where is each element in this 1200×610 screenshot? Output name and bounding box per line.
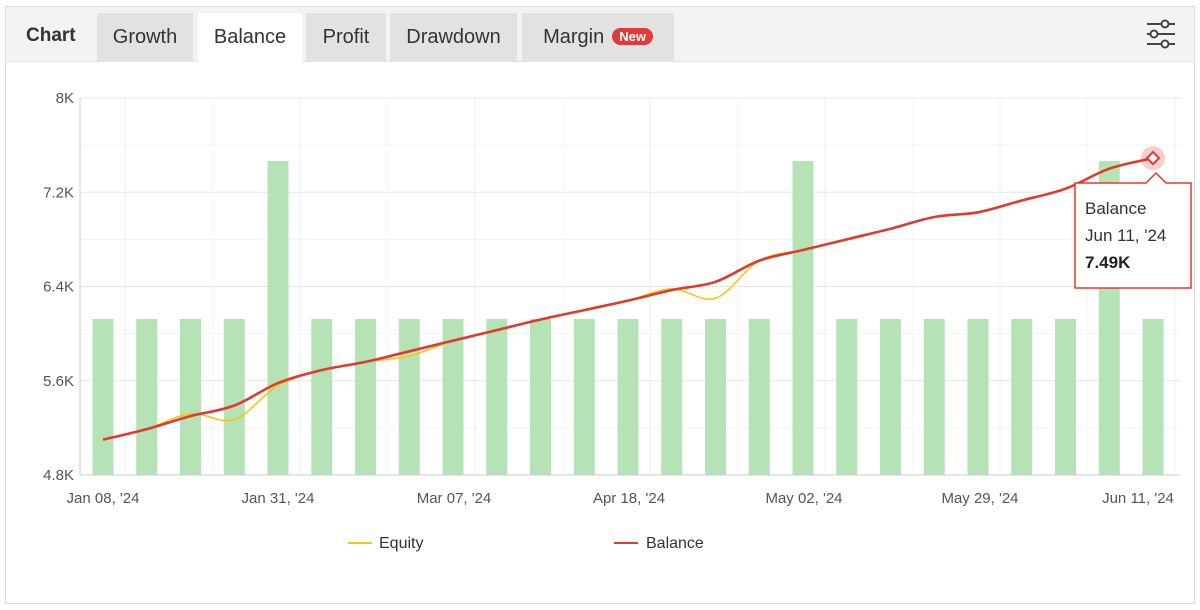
tab-balance[interactable]: Balance (198, 13, 302, 62)
y-tick-label: 5.6K (43, 373, 74, 390)
sliders-icon[interactable] (1144, 17, 1178, 51)
bar (1011, 319, 1033, 475)
bar (136, 319, 158, 475)
x-tick-label: Mar 07, '24 (417, 490, 492, 507)
y-tick-label: 7.2K (43, 184, 74, 201)
tab-drawdown[interactable]: Drawdown (390, 13, 517, 61)
x-tick-label: Jun 11, '24 (1102, 490, 1174, 507)
new-badge: New (612, 28, 653, 45)
bar (223, 319, 245, 475)
bar (530, 319, 551, 475)
tab-label: Growth (112, 26, 178, 48)
bar (705, 319, 726, 475)
x-tick-label: Apr 18, '24 (593, 490, 665, 507)
bar (836, 319, 858, 475)
line-series (102, 146, 1165, 441)
bar (1142, 319, 1164, 475)
y-tick-label: 4.8K (43, 467, 74, 484)
tooltip-date: Jun 11, '24 (1085, 226, 1166, 245)
tab-label: Profit (322, 26, 370, 48)
tab-label: Drawdown (406, 26, 501, 48)
bar (1055, 319, 1076, 475)
tooltip-value: 7.49K (1085, 253, 1131, 272)
bar (617, 319, 639, 475)
bar (267, 161, 289, 475)
chart-title: Chart (26, 25, 76, 46)
balance-line (102, 156, 1154, 441)
bar (486, 319, 508, 475)
hover-point[interactable] (1145, 150, 1161, 166)
bar (92, 319, 114, 475)
x-tick-label: Jan 08, '24 (67, 490, 140, 507)
bar (573, 319, 595, 475)
bar (792, 161, 814, 475)
bar (311, 319, 333, 475)
x-tick-label: May 29, '24 (941, 490, 1018, 507)
bar (442, 319, 464, 475)
chart-panel: Chart Growth Balance Profit Drawdown Mar… (5, 6, 1195, 604)
y-tick-label: 6.4K (43, 279, 74, 296)
x-tick-label: Jan 31, '24 (242, 490, 315, 507)
axes: 4.8K 5.6K 6.4K 7.2K 8K Jan 08, '24 Jan 31, '24… (43, 90, 1180, 507)
bar (180, 319, 201, 475)
legend-label-equity: Equity (379, 535, 423, 552)
x-tick-label: May 02, '24 (765, 490, 842, 507)
tab-label: Margin (543, 26, 605, 48)
legend-item-balance[interactable]: Balance (614, 535, 704, 552)
tab-growth[interactable]: Growth (97, 13, 193, 61)
legend-item-equity[interactable]: Equity (348, 535, 423, 552)
tooltip: Balance Jun 11, '24 7.49K (1074, 171, 1192, 289)
tooltip-series: Balance (1085, 199, 1146, 218)
bar (661, 319, 683, 475)
bar (748, 319, 770, 475)
tab-margin[interactable]: Margin New (522, 13, 674, 61)
bar-series (92, 161, 1164, 475)
tab-label: Balance (213, 26, 287, 48)
tab-profit[interactable]: Profit (306, 13, 386, 61)
y-tick-label: 8K (56, 90, 74, 107)
bar (923, 319, 945, 475)
bar (967, 319, 989, 475)
chart-tab-bar: Chart Growth Balance Profit Drawdown Mar… (6, 7, 1194, 62)
bar (398, 319, 420, 475)
legend: Equity Balance (348, 535, 704, 552)
legend-label-balance: Balance (646, 535, 704, 552)
bar (880, 319, 901, 475)
bar (355, 319, 376, 475)
